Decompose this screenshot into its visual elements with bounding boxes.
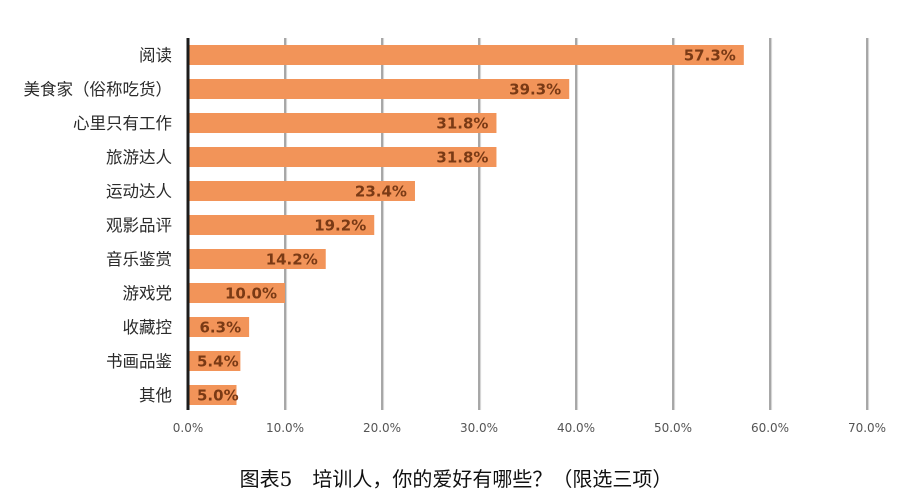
figure-caption: 图表5 培训人，你的爱好有哪些？（限选三项） (240, 467, 673, 491)
category-label: 心里只有工作 (73, 114, 172, 133)
x-tick-label: 50.0% (654, 421, 692, 435)
x-tick-label: 40.0% (557, 421, 595, 435)
category-label: 美食家（俗称吃货） (24, 80, 173, 99)
category-label: 书画品鉴 (106, 352, 172, 371)
category-label: 观影品评 (106, 216, 172, 235)
x-axis-tick-labels: 0.0% 10.0% 20.0% 30.0% 40.0% 50.0% 60.0% 70.0% (173, 421, 886, 435)
bar-10 (188, 351, 241, 371)
bar-9 (188, 317, 250, 337)
bar-2 (188, 79, 570, 99)
data-labels: 57.3% 39.3% 31.8% 31.8% 23.4% 19.2% 14.2% 10.0%… (197, 47, 736, 405)
data-label: 31.8% (436, 115, 488, 133)
data-label: 23.4% (355, 183, 407, 201)
category-label: 阅读 (139, 46, 172, 65)
data-label: 39.3% (509, 81, 561, 99)
data-label: 31.8% (436, 149, 488, 167)
data-label: 5.0% (197, 387, 239, 405)
category-label: 游戏党 (123, 284, 173, 303)
category-label: 收藏控 (123, 318, 173, 337)
data-label: 14.2% (266, 251, 318, 269)
data-label: 6.3% (200, 319, 242, 337)
x-tick-label: 70.0% (848, 421, 886, 435)
bar-6 (188, 215, 375, 235)
x-tick-label: 30.0% (460, 421, 498, 435)
data-label: 19.2% (314, 217, 366, 235)
bar-11 (188, 385, 237, 405)
category-label: 运动达人 (106, 182, 172, 201)
data-label: 5.4% (197, 353, 239, 371)
x-tick-label: 20.0% (363, 421, 401, 435)
bar-5 (188, 181, 415, 201)
x-tick-label: 60.0% (751, 421, 789, 435)
bar-1 (188, 45, 744, 65)
bars (188, 45, 744, 405)
data-label: 10.0% (225, 285, 277, 303)
bar-7 (188, 249, 326, 269)
category-label: 其他 (139, 386, 172, 405)
data-label: 57.3% (684, 47, 736, 65)
category-label: 旅游达人 (106, 148, 172, 167)
bar-8 (188, 283, 285, 303)
x-tick-label: 0.0% (173, 421, 204, 435)
bar-3 (188, 113, 497, 133)
category-label: 音乐鉴赏 (106, 250, 172, 269)
x-tick-label: 10.0% (266, 421, 304, 435)
bar-4 (188, 147, 497, 167)
